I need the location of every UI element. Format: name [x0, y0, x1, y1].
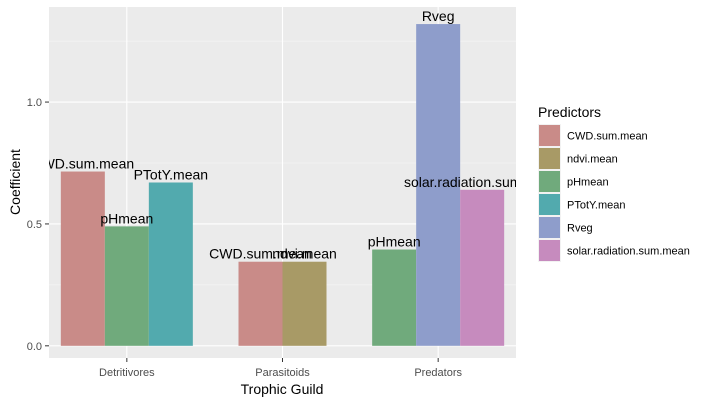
legend-items: CWD.sum.mean ndvi.mean pHmean PTotY.mean Rve…: [538, 124, 690, 262]
bar: [148, 182, 193, 346]
y-tick-label: 0.0: [27, 341, 42, 353]
legend-label: ndvi.mean: [567, 154, 618, 166]
legend-swatch: [539, 148, 560, 169]
bar-label: CWD.sum.mean: [209, 246, 312, 262]
bar-label: CWD.sum.mean: [31, 156, 134, 172]
legend: Predictors CWD.sum.mean ndvi.mean pHmean PT…: [538, 104, 690, 262]
y-tick-label: 0.5: [27, 219, 42, 231]
x-axis-title: Trophic Guild: [241, 381, 324, 397]
bar: [372, 249, 417, 346]
bar-label: ndvi.mean: [272, 246, 337, 262]
bar-label-layer: CWD.sum.meanpHmeanPTotY.meanCWD.sum.mean…: [31, 8, 560, 262]
bar: [60, 171, 105, 346]
axis-layer: 0.0 0.5 1.0 Detritivores Parasitoids Predator…: [27, 97, 463, 379]
bar-label: Rveg: [422, 8, 455, 24]
legend-swatch: [539, 217, 560, 238]
legend-label: PTotY.mean: [567, 200, 626, 212]
x-tick-label: Parasitoids: [255, 367, 310, 379]
y-axis-title: Coefficient: [7, 149, 23, 215]
legend-swatch: [539, 240, 560, 261]
x-tick-label: Detritivores: [99, 367, 155, 379]
legend-label: pHmean: [567, 177, 609, 189]
legend-swatch: [539, 194, 560, 215]
bar-label: pHmean: [368, 234, 421, 250]
bar: [416, 24, 461, 346]
bar-label: pHmean: [100, 210, 153, 226]
bar: [104, 226, 149, 346]
bar: [282, 261, 327, 346]
legend-title: Predictors: [538, 104, 601, 120]
y-tick-label: 1.0: [27, 97, 42, 109]
bar-label: PTotY.mean: [134, 167, 208, 183]
legend-swatch: [539, 125, 560, 146]
bar-layer: [60, 24, 505, 346]
legend-label: CWD.sum.mean: [567, 131, 648, 143]
bar: [460, 189, 505, 346]
bar-label: solar.radiation.sum.mean: [404, 174, 560, 190]
legend-swatch: [539, 171, 560, 192]
legend-label: Rveg: [567, 223, 593, 235]
legend-label: solar.radiation.sum.mean: [567, 246, 690, 258]
bar: [238, 261, 283, 346]
x-tick-label: Predators: [414, 367, 462, 379]
